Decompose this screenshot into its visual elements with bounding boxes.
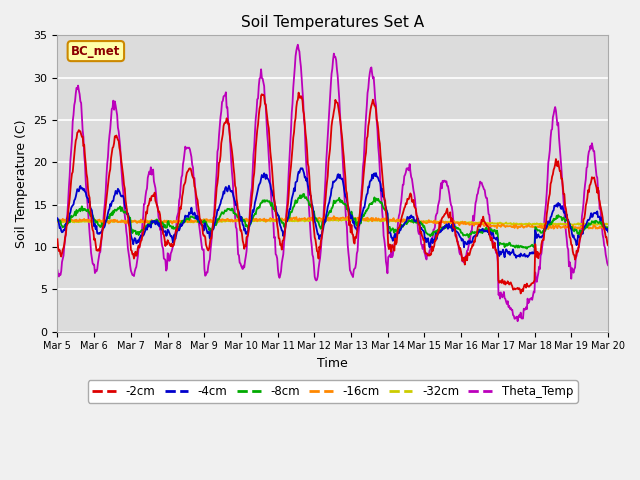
Legend: -2cm, -4cm, -8cm, -16cm, -32cm, Theta_Temp: -2cm, -4cm, -8cm, -16cm, -32cm, Theta_Te…	[88, 380, 578, 403]
Text: BC_met: BC_met	[71, 45, 120, 58]
Y-axis label: Soil Temperature (C): Soil Temperature (C)	[15, 119, 28, 248]
X-axis label: Time: Time	[317, 357, 348, 370]
Title: Soil Temperatures Set A: Soil Temperatures Set A	[241, 15, 424, 30]
